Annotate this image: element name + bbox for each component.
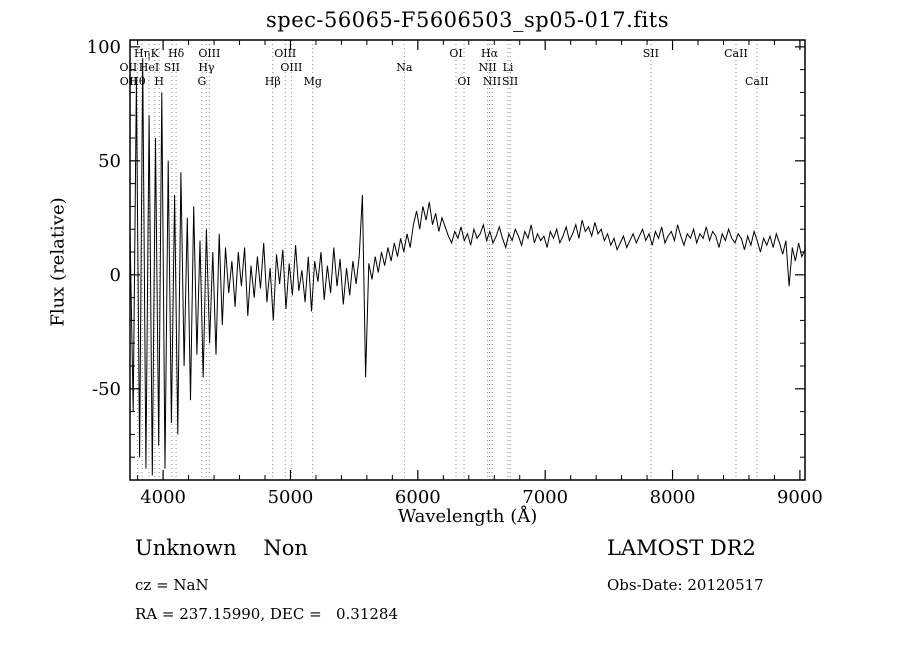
y-tick-label: 50: [98, 151, 121, 172]
spectral-line-label: Hβ: [265, 75, 281, 88]
x-tick-label: 4000: [140, 487, 186, 508]
spectral-line-label: NII: [483, 75, 501, 88]
spectral-line-label: OI: [457, 75, 470, 88]
spectral-line-label: OIII: [198, 47, 220, 60]
obs-date: Obs-Date: 20120517: [607, 576, 764, 594]
x-tick-label: 8000: [650, 487, 696, 508]
spectral-line-label: OI: [449, 47, 462, 60]
spectral-line-label: SII: [502, 75, 518, 88]
spectral-line-label: Hη: [134, 47, 150, 60]
x-tick-label: 7000: [522, 487, 568, 508]
spectral-line-label: Mg: [304, 75, 322, 88]
spectral-line-label: Hγ: [198, 61, 215, 74]
spectrum-trace: [129, 58, 806, 476]
spectral-line-label: G: [198, 75, 207, 88]
spectral-line-label: K: [151, 47, 160, 60]
x-axis-label: Wavelength (Å): [397, 506, 538, 527]
classification-text: Unknown Non: [135, 536, 308, 560]
x-tick-label: 5000: [268, 487, 314, 508]
y-tick-label: 100: [87, 37, 121, 58]
spectral-line-label: Hα: [481, 47, 499, 60]
y-tick-label: -50: [92, 379, 121, 400]
cz-value: cz = NaN: [135, 576, 209, 594]
spectral-line-label: Na: [396, 61, 413, 74]
x-tick-label: 6000: [395, 487, 441, 508]
spectral-line-label: CaII: [745, 75, 769, 88]
x-tick-label: 9000: [777, 487, 823, 508]
spectral-line-label: SII: [164, 61, 180, 74]
spectral-line-label: OIII: [274, 47, 296, 60]
ra-dec-coordinates: RA = 237.15990, DEC = 0.31284: [135, 605, 399, 623]
plot-frame: [129, 39, 806, 481]
survey-name: LAMOST DR2: [607, 536, 756, 560]
spectral-line-label: SII: [643, 47, 659, 60]
spectral-line-label: HeI: [139, 61, 159, 74]
spectral-line-label: Li: [503, 61, 514, 74]
page-title: spec-56065-F5606503_sp05-017.fits: [265, 8, 669, 32]
y-tick-label: 0: [110, 265, 121, 286]
spectral-line-label: H: [154, 75, 164, 88]
spectral-line-label: OII: [119, 61, 137, 74]
spectral-line-label: NII: [478, 61, 496, 74]
spectral-line-label: OIII: [280, 61, 302, 74]
spectral-line-label: OII: [120, 75, 138, 88]
y-axis-label: Flux (relative): [47, 197, 69, 327]
spectral-line-label: Hδ: [168, 47, 185, 60]
spectral-line-label: CaII: [724, 47, 748, 60]
